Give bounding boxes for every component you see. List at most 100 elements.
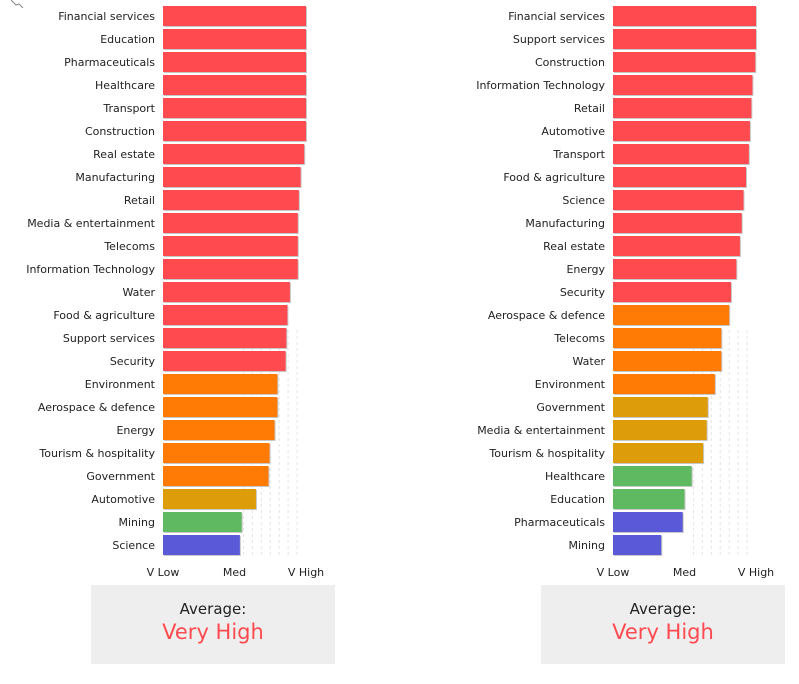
bar	[613, 190, 744, 210]
category-label: Tourism & hospitality	[488, 447, 605, 460]
category-label: Construction	[85, 125, 155, 138]
category-label: Media & entertainment	[477, 424, 605, 437]
bar	[613, 328, 722, 348]
category-label: Information Technology	[476, 79, 605, 92]
bar	[613, 282, 731, 302]
bar	[613, 6, 756, 26]
category-label: Water	[122, 286, 155, 299]
bar	[163, 236, 298, 256]
bar	[163, 144, 305, 164]
bar	[613, 98, 752, 118]
category-label: Security	[110, 355, 156, 368]
category-label: Security	[560, 286, 606, 299]
bar	[613, 489, 685, 509]
x-tick-label: Med	[223, 566, 246, 579]
category-label: Science	[112, 539, 155, 552]
bar	[163, 98, 306, 118]
category-label: Support services	[513, 33, 605, 46]
category-label: Mining	[118, 516, 155, 529]
x-tick-label: Med	[673, 566, 696, 579]
category-label: Real estate	[543, 240, 605, 253]
right-bar-chart: Financial services Support services Constr…	[476, 6, 774, 579]
category-label: Manufacturing	[525, 217, 605, 230]
average-value: Very High	[612, 620, 714, 644]
average-label: Average:	[629, 600, 697, 618]
x-tick-label: V Low	[597, 566, 630, 579]
bar	[163, 328, 287, 348]
category-label: Retail	[574, 102, 605, 115]
category-label: Water	[572, 355, 605, 368]
category-label: Mining	[568, 539, 605, 552]
x-tick-label: V High	[738, 566, 774, 579]
bar	[613, 443, 704, 463]
bar	[163, 167, 301, 187]
bar	[613, 236, 740, 256]
bar	[613, 397, 708, 417]
category-label: Information Technology	[26, 263, 155, 276]
category-label: Healthcare	[545, 470, 605, 483]
bar	[613, 466, 692, 486]
category-label: Financial services	[508, 10, 605, 23]
bar	[163, 374, 278, 394]
category-label: Aerospace & defence	[488, 309, 605, 322]
bar	[163, 305, 288, 325]
category-label: Retail	[124, 194, 155, 207]
category-label: Financial services	[58, 10, 155, 23]
bar	[613, 351, 722, 371]
bar	[613, 512, 683, 532]
category-label: Real estate	[93, 148, 155, 161]
category-label: Healthcare	[95, 79, 155, 92]
category-label: Science	[562, 194, 605, 207]
bar	[163, 121, 306, 141]
category-label: Automotive	[91, 493, 155, 506]
bar	[163, 489, 256, 509]
x-tick-label: V Low	[147, 566, 180, 579]
bar	[613, 259, 737, 279]
bar	[613, 121, 750, 141]
bar	[163, 535, 240, 555]
bar	[163, 259, 298, 279]
bar	[613, 167, 746, 187]
bar	[613, 29, 756, 49]
x-tick-label: V High	[288, 566, 324, 579]
bar	[613, 52, 756, 72]
average-value: Very High	[162, 620, 264, 644]
left-average-box: Average: Very High	[91, 585, 335, 664]
category-label: Environment	[85, 378, 156, 391]
category-label: Tourism & hospitality	[38, 447, 155, 460]
category-label: Telecoms	[553, 332, 605, 345]
bar	[163, 282, 290, 302]
category-label: Food & agriculture	[53, 309, 155, 322]
bar	[613, 75, 753, 95]
category-label: Media & entertainment	[27, 217, 155, 230]
bar	[163, 75, 306, 95]
category-label: Construction	[535, 56, 605, 69]
category-label: Food & agriculture	[503, 171, 605, 184]
category-label: Transport	[552, 148, 605, 161]
bar	[163, 466, 269, 486]
bar	[163, 52, 306, 72]
bar	[163, 512, 242, 532]
category-label: Education	[100, 33, 155, 46]
average-label: Average:	[179, 600, 247, 618]
category-label: Transport	[102, 102, 155, 115]
bar	[613, 535, 662, 555]
bar	[163, 397, 278, 417]
right-average-box: Average: Very High	[541, 585, 785, 664]
category-label: Energy	[116, 424, 155, 437]
bar	[613, 305, 730, 325]
bar	[163, 190, 299, 210]
category-label: Education	[550, 493, 605, 506]
mouse-cursor-icon	[11, 0, 24, 8]
category-label: Aerospace & defence	[38, 401, 155, 414]
category-label: Automotive	[541, 125, 605, 138]
bar	[163, 420, 275, 440]
bar	[163, 213, 298, 233]
left-bar-chart: Financial services Education Pharmaceutica…	[26, 6, 324, 579]
bar	[613, 144, 749, 164]
category-label: Pharmaceuticals	[64, 56, 155, 69]
category-label: Government	[536, 401, 605, 414]
category-label: Manufacturing	[75, 171, 155, 184]
category-label: Telecoms	[103, 240, 155, 253]
category-label: Government	[86, 470, 155, 483]
